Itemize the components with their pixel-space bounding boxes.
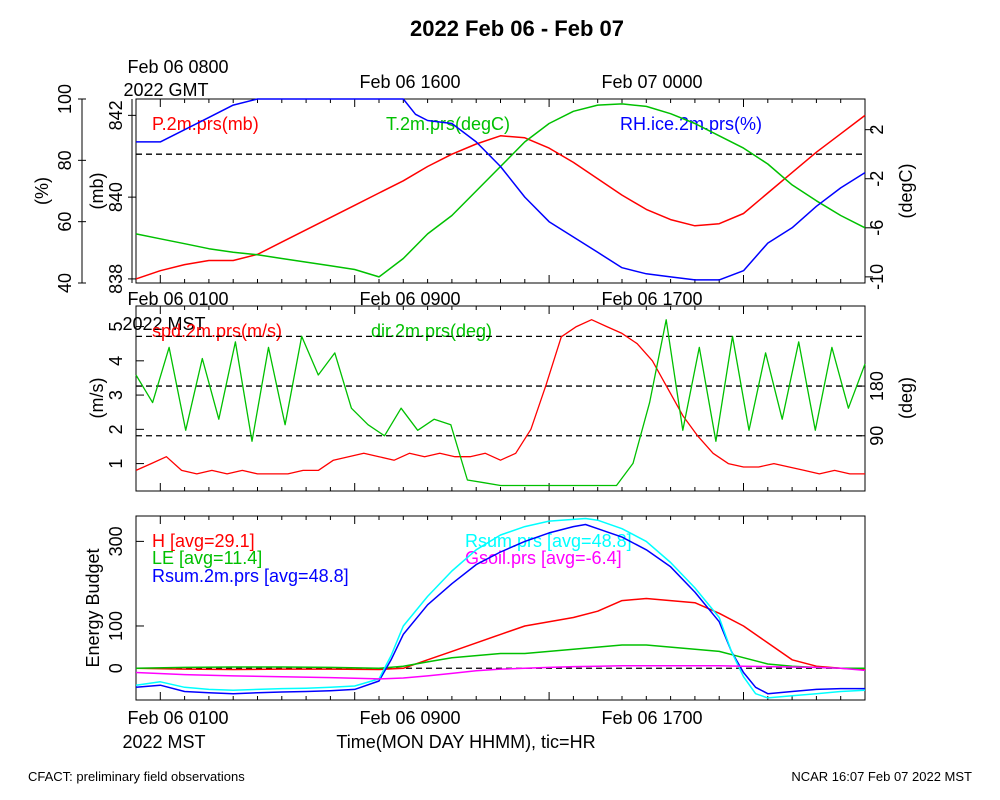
latent-heat-line — [135, 644, 865, 670]
humidity-line — [136, 98, 866, 281]
dir-tick-label: 180 — [867, 371, 887, 401]
temp-tick-label: 2 — [867, 125, 887, 135]
pressure-line — [135, 114, 866, 280]
time-tick-label: Feb 06 1700 — [601, 708, 702, 728]
energy-axis-label: Energy Budget — [83, 548, 103, 667]
gmt-zone-label: 2022 GMT — [123, 80, 208, 100]
energy-tick-label: 0 — [106, 663, 126, 673]
energy-tick-label: 100 — [106, 611, 126, 641]
chart-marks: 40 60 80 100 838 840 842 -10 -6 -2 2 1 2 3 4 5 90 180 0 100… — [55, 84, 887, 700]
rh-tick-label: 100 — [55, 84, 75, 114]
mid-time-axis: Feb 06 0100 2022 MST Feb 06 0900 Feb 06 … — [122, 289, 702, 334]
spd-tick-label: 3 — [106, 390, 126, 400]
time-tick-label: Feb 06 1700 — [601, 289, 702, 309]
time-zone-label: 2022 MST — [122, 732, 205, 752]
legend-sensible-heat: H [avg=29.1] — [152, 531, 255, 551]
rsum-line — [135, 517, 866, 699]
temp-tick-label: -2 — [867, 171, 887, 187]
rh-tick-label: 40 — [55, 273, 75, 293]
pres-tick-label: 840 — [106, 182, 126, 212]
spd-tick-label: 1 — [106, 459, 126, 469]
legend-wind-direction: dir.2m.prs(deg) — [371, 321, 492, 341]
top-gmt-axis: Feb 06 0800 2022 GMT Feb 06 1600 Feb 07 … — [123, 57, 702, 100]
rh-tick-label: 60 — [55, 212, 75, 232]
x-axis-label: Time(MON DAY HHMM), tic=HR — [336, 732, 595, 752]
legend-humidity: RH.ice.2m.prs(%) — [620, 114, 762, 134]
spd-tick-label: 2 — [106, 424, 126, 434]
panel-top: Feb 06 0800 2022 GMT Feb 06 1600 Feb 07 … — [32, 57, 916, 284]
spd-tick-label: 5 — [106, 322, 126, 332]
pres-axis-label: (mb) — [87, 173, 107, 210]
chart-title: 2022 Feb 06 - Feb 07 — [410, 16, 624, 41]
wind-speed-line — [135, 319, 865, 475]
rsum-2m-line — [135, 523, 865, 695]
panel-mid: Feb 06 0100 2022 MST Feb 06 0900 Feb 06 … — [87, 289, 916, 492]
time-tick-label: Feb 06 0900 — [359, 289, 460, 309]
time-zone-label: 2022 MST — [122, 314, 205, 334]
sensible-heat-line — [135, 597, 866, 671]
pres-tick-label: 838 — [106, 264, 126, 294]
spd-tick-label: 4 — [106, 356, 126, 366]
legend-rsum: Rsum.prs [avg=48.8] — [465, 531, 632, 551]
top-legend: P.2m.prs(mb) T.2m.prs(degC) RH.ice.2m.pr… — [152, 114, 762, 134]
spd-axis-label: (m/s) — [87, 378, 107, 419]
legend-wind-speed: spd.2m.prs(m/s) — [152, 321, 282, 341]
temp-tick-label: -6 — [867, 220, 887, 236]
gmt-tick-label: Feb 06 1600 — [359, 72, 460, 92]
legend-latent-heat: LE [avg=11.4] — [152, 548, 262, 568]
temp-tick-label: -10 — [867, 264, 887, 290]
legend-pressure: P.2m.prs(mb) — [152, 114, 259, 134]
footer-left: CFACT: preliminary field observations — [28, 769, 245, 784]
footer-right: NCAR 16:07 Feb 07 2022 MST — [791, 769, 972, 784]
gmt-tick-label: Feb 07 0000 — [601, 72, 702, 92]
top-left-axes: (%) (mb) — [32, 99, 133, 283]
pres-tick-label: 842 — [106, 100, 126, 130]
wind-direction-line — [135, 319, 866, 487]
energy-tick-label: 300 — [106, 526, 126, 556]
legend-gsoil: Gsoil.prs [avg=-6.4] — [465, 548, 622, 568]
time-tick-label: Feb 06 0100 — [127, 708, 228, 728]
legend-rsum-2m: Rsum.2m.prs [avg=48.8] — [152, 566, 349, 586]
legend-temperature: T.2m.prs(degC) — [386, 114, 510, 134]
temp-axis-label: (degC) — [896, 163, 916, 218]
dir-tick-label: 90 — [867, 426, 887, 446]
mid-legend: spd.2m.prs(m/s) dir.2m.prs(deg) — [152, 321, 492, 341]
time-tick-label: Feb 06 0100 — [127, 289, 228, 309]
gmt-tick-label: Feb 06 0800 — [127, 57, 228, 77]
dir-axis-label: (deg) — [896, 377, 916, 419]
bottom-time-axis: Feb 06 0100 Feb 06 0900 Feb 06 1700 2022… — [122, 708, 702, 752]
gsoil-line — [135, 664, 866, 680]
rh-tick-label: 80 — [55, 150, 75, 170]
rh-axis-label: (%) — [32, 177, 52, 205]
panel-bottom: Energy Budget H [avg=29.1] LE [avg=11.4]… — [83, 515, 866, 752]
bottom-legend: H [avg=29.1] LE [avg=11.4] Rsum.2m.prs [… — [152, 531, 632, 586]
time-tick-label: Feb 06 0900 — [359, 708, 460, 728]
